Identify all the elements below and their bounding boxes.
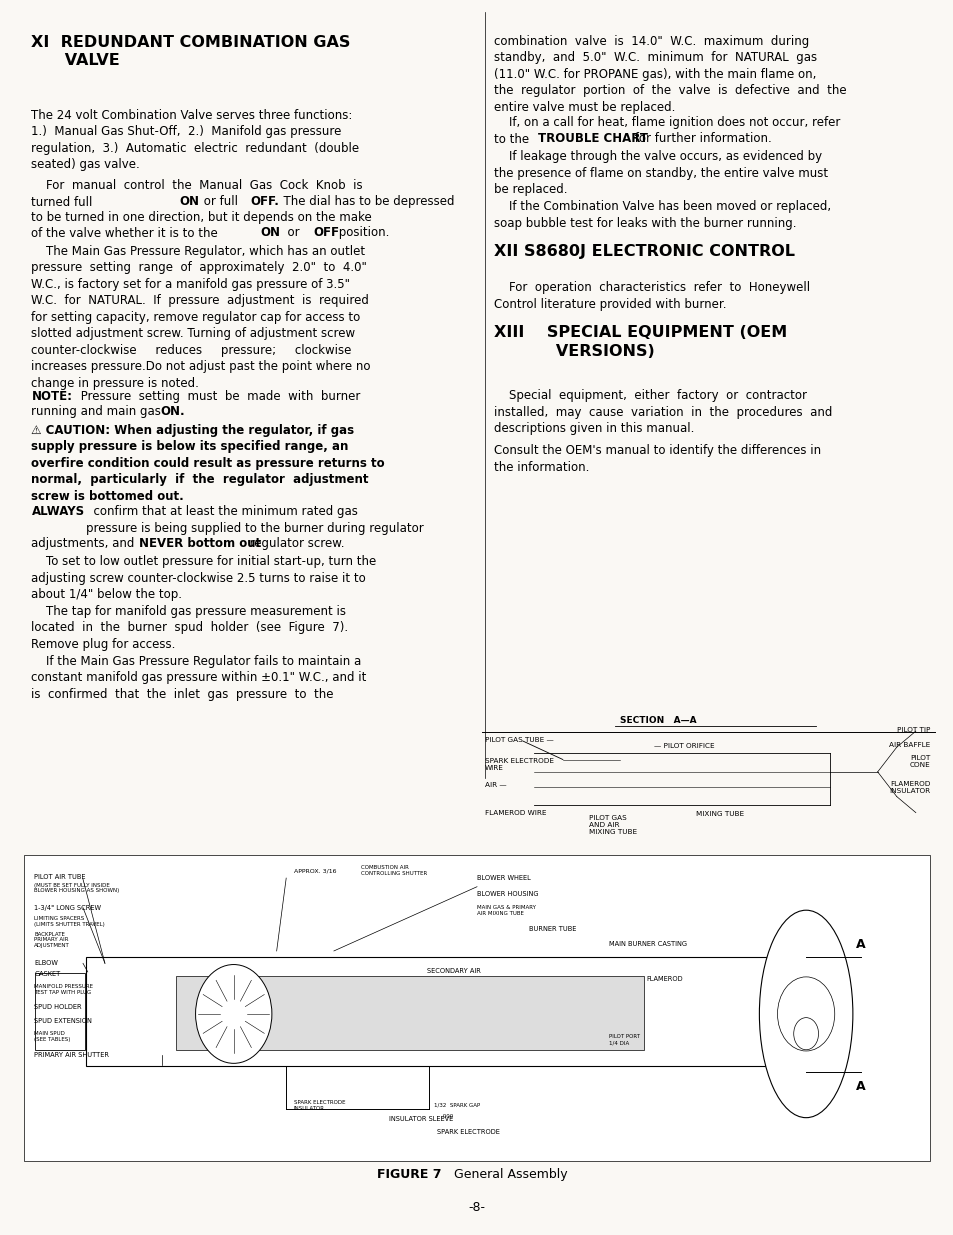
Text: 1/32  SPARK GAP: 1/32 SPARK GAP [434,1103,479,1108]
Text: BURNER TUBE: BURNER TUBE [529,926,577,931]
Text: For  operation  characteristics  refer  to  Honeywell
Control literature provide: For operation characteristics refer to H… [494,282,809,310]
Text: AIR —: AIR — [484,783,506,788]
Text: General Assembly: General Assembly [446,1168,567,1181]
Text: The 24 volt Combination Valve serves three functions:
1.)  Manual Gas Shut-Off, : The 24 volt Combination Valve serves thr… [31,109,359,172]
Text: or full: or full [200,195,242,207]
Text: MAIN SPUD
(SEE TABLES): MAIN SPUD (SEE TABLES) [34,1031,71,1041]
Text: ELBOW: ELBOW [34,961,58,966]
Text: SPUD EXTENSION: SPUD EXTENSION [34,1019,92,1024]
Text: OFF.: OFF. [250,195,278,207]
Text: MIXING TUBE: MIXING TUBE [696,811,743,816]
Text: TROUBLE CHART: TROUBLE CHART [537,132,647,144]
Text: XI  REDUNDANT COMBINATION GAS
      VALVE: XI REDUNDANT COMBINATION GAS VALVE [31,35,351,68]
Text: BACKPLATE
PRIMARY AIR
ADJUSTMENT: BACKPLATE PRIMARY AIR ADJUSTMENT [34,931,70,948]
Text: PRIMARY AIR SHUTTER: PRIMARY AIR SHUTTER [34,1052,110,1057]
FancyBboxPatch shape [35,973,85,1050]
Text: MANIFOLD PRESSURE
TEST TAP WITH PLUG: MANIFOLD PRESSURE TEST TAP WITH PLUG [34,984,93,994]
Text: for further information.: for further information. [630,132,771,144]
Text: ON.: ON. [160,405,185,419]
Text: 1-3/4" LONG SCREW: 1-3/4" LONG SCREW [34,905,101,910]
Text: A: A [855,1081,864,1093]
Text: XIII    SPECIAL EQUIPMENT (OEM
           VERSIONS): XIII SPECIAL EQUIPMENT (OEM VERSIONS) [494,325,786,358]
Text: adjustments, and: adjustments, and [31,537,138,550]
Circle shape [195,965,272,1063]
Text: ON: ON [260,226,280,240]
Text: The Main Gas Pressure Regulator, which has an outlet
pressure  setting  range  o: The Main Gas Pressure Regulator, which h… [31,245,371,390]
Text: SECONDARY AIR: SECONDARY AIR [427,968,480,973]
Text: -8-: -8- [468,1202,485,1214]
Text: AIR BAFFLE: AIR BAFFLE [888,742,929,747]
Text: PILOT GAS TUBE —: PILOT GAS TUBE — [484,737,553,742]
Text: SPARK ELECTRODE
INSULATOR: SPARK ELECTRODE INSULATOR [294,1100,345,1110]
Text: PILOT AIR TUBE: PILOT AIR TUBE [34,874,86,879]
Text: or: or [279,226,306,240]
FancyBboxPatch shape [176,976,643,1050]
Text: The tap for manifold gas pressure measurement is
located  in  the  burner  spud : The tap for manifold gas pressure measur… [31,605,348,651]
Text: MAIN GAS & PRIMARY
AIR MIXING TUBE: MAIN GAS & PRIMARY AIR MIXING TUBE [476,905,536,915]
Text: For  manual  control  the  Manual  Gas  Cock  Knob  is
turned full: For manual control the Manual Gas Cock K… [31,179,363,209]
Text: Pressure  setting  must  be  made  with  burner: Pressure setting must be made with burne… [77,389,360,403]
Ellipse shape [759,910,852,1118]
Text: LIMITING SPACERS
(LIMITS SHUTTER TRAVEL): LIMITING SPACERS (LIMITS SHUTTER TRAVEL) [34,916,105,926]
Text: .000: .000 [434,1114,453,1119]
Text: SECTION   A—A: SECTION A—A [619,716,696,725]
Text: If, on a call for heat, flame ignition does not occur, refer
to the: If, on a call for heat, flame ignition d… [494,116,840,146]
Text: The dial has to be depressed: The dial has to be depressed [275,195,454,207]
Text: If the Combination Valve has been moved or replaced,
soap bubble test for leaks : If the Combination Valve has been moved … [494,200,830,230]
Text: to be turned in one direction, but it depends on the make
of the valve whether i: to be turned in one direction, but it de… [31,211,372,240]
Text: If leakage through the valve occurs, as evidenced by
the presence of flame on st: If leakage through the valve occurs, as … [494,151,827,196]
Text: MAIN BURNER CASTING: MAIN BURNER CASTING [608,941,686,946]
Text: COMBUSTION AIR
CONTROLLING SHUTTER: COMBUSTION AIR CONTROLLING SHUTTER [360,866,426,876]
Text: PILOT PORT
1/4 DIA: PILOT PORT 1/4 DIA [608,1035,639,1045]
Circle shape [777,977,834,1051]
Text: confirm that at least the minimum rated gas
pressure is being supplied to the bu: confirm that at least the minimum rated … [86,505,423,535]
Text: SPARK ELECTRODE: SPARK ELECTRODE [436,1130,499,1135]
Text: FLAMEROD
INSULATOR: FLAMEROD INSULATOR [888,782,929,794]
Text: FLAMEROD: FLAMEROD [646,977,682,982]
Text: INSULATOR SLEEVE: INSULATOR SLEEVE [389,1116,453,1121]
Text: running and main gas: running and main gas [31,405,165,419]
Text: If the Main Gas Pressure Regulator fails to maintain a
constant manifold gas pre: If the Main Gas Pressure Regulator fails… [31,655,367,700]
FancyBboxPatch shape [86,957,791,1066]
Text: SPARK ELECTRODE
WIRE: SPARK ELECTRODE WIRE [484,758,553,771]
Text: — PILOT ORIFICE: — PILOT ORIFICE [654,743,715,748]
Text: BLOWER WHEEL: BLOWER WHEEL [476,876,530,881]
Text: FIGURE 7: FIGURE 7 [376,1168,441,1181]
Text: PILOT GAS
AND AIR
MIXING TUBE: PILOT GAS AND AIR MIXING TUBE [588,815,636,835]
Text: combination  valve  is  14.0"  W.C.  maximum  during
standby,  and  5.0"  W.C.  : combination valve is 14.0" W.C. maximum … [494,35,846,114]
Text: position.: position. [335,226,389,240]
Text: SPUD HOLDER: SPUD HOLDER [34,1004,82,1009]
Text: PILOT
CONE: PILOT CONE [908,756,929,768]
Text: APPROX. 3/16: APPROX. 3/16 [294,868,336,873]
Text: To set to low outlet pressure for initial start-up, turn the
adjusting screw cou: To set to low outlet pressure for initia… [31,555,376,601]
Text: (MUST BE SET FULLY INSIDE
BLOWER HOUSING AS SHOWN): (MUST BE SET FULLY INSIDE BLOWER HOUSING… [34,883,119,893]
Text: FLAMEROD WIRE: FLAMEROD WIRE [484,810,545,815]
Text: ON: ON [179,195,199,207]
Circle shape [793,1018,818,1050]
Text: PILOT TIP: PILOT TIP [896,727,929,732]
Text: Special  equipment,  either  factory  or  contractor
installed,  may  cause  var: Special equipment, either factory or con… [494,389,832,435]
Text: Consult the OEM's manual to identify the differences in
the information.: Consult the OEM's manual to identify the… [494,445,821,473]
FancyBboxPatch shape [24,855,929,1161]
Text: NEVER bottom out: NEVER bottom out [139,537,261,550]
Text: ALWAYS: ALWAYS [31,505,85,519]
Text: ⚠ CAUTION: When adjusting the regulator, if gas
supply pressure is below its spe: ⚠ CAUTION: When adjusting the regulator,… [31,424,385,503]
Text: XII S8680J ELECTRONIC CONTROL: XII S8680J ELECTRONIC CONTROL [494,245,795,259]
Text: regulator screw.: regulator screw. [242,537,344,550]
Text: BLOWER HOUSING: BLOWER HOUSING [476,892,537,897]
Text: OFF: OFF [313,226,338,240]
Text: GASKET: GASKET [34,972,61,977]
Text: A: A [855,939,864,951]
Text: NOTE:: NOTE: [31,389,72,403]
